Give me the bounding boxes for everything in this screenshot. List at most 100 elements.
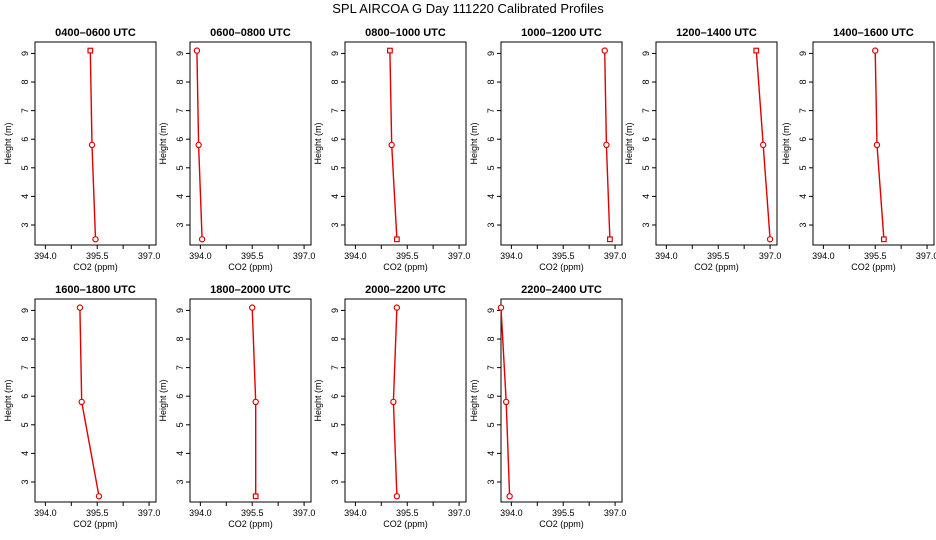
plot-frame (812, 41, 935, 246)
x-tick-label: 397.0 (604, 508, 627, 518)
y-tick-label: 4 (20, 194, 30, 199)
y-tick-label: 7 (175, 108, 185, 113)
y-tick-label: 8 (486, 80, 496, 85)
x-axis-label: CO2 (ppm) (383, 519, 428, 529)
figure-title: SPL AIRCOA G Day 111220 Calibrated Profi… (332, 1, 604, 16)
data-point-circle (88, 141, 96, 149)
profile-panel: 2200–2400 UTC 394.0 395.5 397.0 3 4 5 6 7 8 9 CO2 (… (469, 284, 626, 529)
y-axis-label: Height (m) (3, 379, 13, 421)
y-tick-label: 9 (330, 308, 340, 313)
x-tick-label: 394.0 (34, 251, 57, 261)
y-tick-label: 4 (330, 451, 340, 456)
data-point-circle (393, 304, 401, 311)
y-tick-label: 8 (20, 80, 30, 85)
y-tick-label: 5 (330, 422, 340, 427)
y-tick-label: 9 (798, 51, 808, 56)
panel-title: 0600–0800 UTC (210, 27, 291, 39)
data-point-circle (872, 47, 879, 54)
y-tick-label: 9 (330, 51, 340, 56)
y-axis-label: Height (m) (313, 122, 323, 164)
data-point-circle (497, 304, 505, 311)
x-axis-label: CO2 (ppm) (539, 262, 584, 272)
data-point-square (753, 47, 760, 54)
y-axis-label: Height (m) (624, 122, 634, 164)
y-tick-label: 8 (486, 337, 496, 342)
panel-title: 1600–1800 UTC (55, 284, 136, 296)
panel-title: 1800–2000 UTC (210, 284, 291, 296)
x-tick-label: 397.0 (138, 251, 161, 261)
data-point-circle (92, 236, 99, 243)
y-tick-label: 9 (175, 308, 185, 313)
plot-frame (189, 298, 312, 503)
y-tick-label: 9 (20, 51, 30, 56)
y-tick-label: 3 (641, 222, 651, 227)
y-tick-label: 5 (330, 165, 340, 170)
data-point-circle (390, 398, 397, 406)
x-axis-label: CO2 (ppm) (383, 262, 428, 272)
x-tick-label: 394.0 (189, 251, 212, 261)
x-tick-label: 394.0 (344, 251, 367, 261)
x-tick-label: 395.5 (86, 508, 109, 518)
data-point-square (252, 493, 259, 500)
data-point-circle (873, 141, 881, 149)
x-tick-label: 397.0 (916, 251, 936, 261)
y-tick-label: 6 (20, 394, 30, 399)
plot-frame (655, 41, 778, 246)
y-tick-label: 5 (175, 422, 185, 427)
x-axis-label: CO2 (ppm) (539, 519, 584, 529)
plot-frame (344, 41, 467, 246)
y-tick-label: 5 (175, 165, 185, 170)
data-point-circle (193, 47, 201, 54)
y-tick-label: 4 (175, 194, 185, 199)
y-axis-label: Height (m) (313, 379, 323, 421)
y-tick-label: 6 (798, 137, 808, 142)
data-point-square (387, 47, 393, 54)
profile-panel: 0800–1000 UTC 394.0 395.5 397.0 3 4 5 6 7 8 9 CO2 (… (313, 27, 470, 272)
x-tick-label: 397.0 (138, 508, 161, 518)
data-point-square (393, 236, 400, 243)
y-tick-label: 6 (486, 137, 496, 142)
y-axis-label: Height (m) (781, 122, 791, 164)
x-axis-label: CO2 (ppm) (73, 262, 118, 272)
x-tick-label: 395.5 (552, 251, 575, 261)
y-tick-label: 4 (798, 194, 808, 199)
data-point-circle (95, 493, 103, 500)
data-point-circle (76, 304, 84, 311)
y-tick-label: 6 (175, 137, 185, 142)
panel-title: 2000–2200 UTC (365, 284, 446, 296)
x-tick-label: 397.0 (604, 251, 627, 261)
x-tick-label: 397.0 (448, 251, 471, 261)
data-point-circle (759, 141, 767, 149)
x-tick-label: 395.5 (552, 508, 575, 518)
y-tick-label: 7 (486, 365, 496, 370)
y-axis-label: Height (m) (469, 379, 479, 421)
y-tick-label: 8 (330, 80, 340, 85)
y-tick-label: 8 (20, 337, 30, 342)
y-tick-label: 5 (20, 165, 30, 170)
panel-title: 1200–1400 UTC (676, 27, 757, 39)
y-tick-label: 5 (641, 165, 651, 170)
y-tick-label: 4 (175, 451, 185, 456)
y-axis-label: Height (m) (158, 379, 168, 421)
x-tick-label: 397.0 (759, 251, 782, 261)
y-tick-label: 5 (20, 422, 30, 427)
y-tick-label: 3 (20, 222, 30, 227)
y-tick-label: 3 (20, 479, 30, 484)
data-point-circle (249, 304, 256, 311)
panel-title: 0800–1000 UTC (365, 27, 446, 39)
profile-panel: 1000–1200 UTC 394.0 395.5 397.0 3 4 5 6 7 8 9 CO2 (… (469, 27, 626, 272)
y-tick-label: 4 (641, 194, 651, 199)
x-axis-label: CO2 (ppm) (73, 519, 118, 529)
y-axis-label: Height (m) (469, 122, 479, 164)
y-tick-label: 3 (330, 222, 340, 227)
profile-panel: 1400–1600 UTC 394.0 395.5 397.0 3 4 5 6 7 8 9 CO2 (… (781, 27, 936, 272)
y-tick-label: 3 (486, 222, 496, 227)
data-point-circle (603, 141, 610, 149)
profile-panel: 1600–1800 UTC 394.0 395.5 397.0 3 4 5 6 7 8 9 CO2 (… (3, 284, 160, 529)
y-tick-label: 9 (641, 51, 651, 56)
plot-frame (34, 298, 157, 503)
plot-frame (500, 298, 623, 503)
data-point-circle (601, 47, 608, 54)
x-tick-label: 395.5 (396, 508, 419, 518)
